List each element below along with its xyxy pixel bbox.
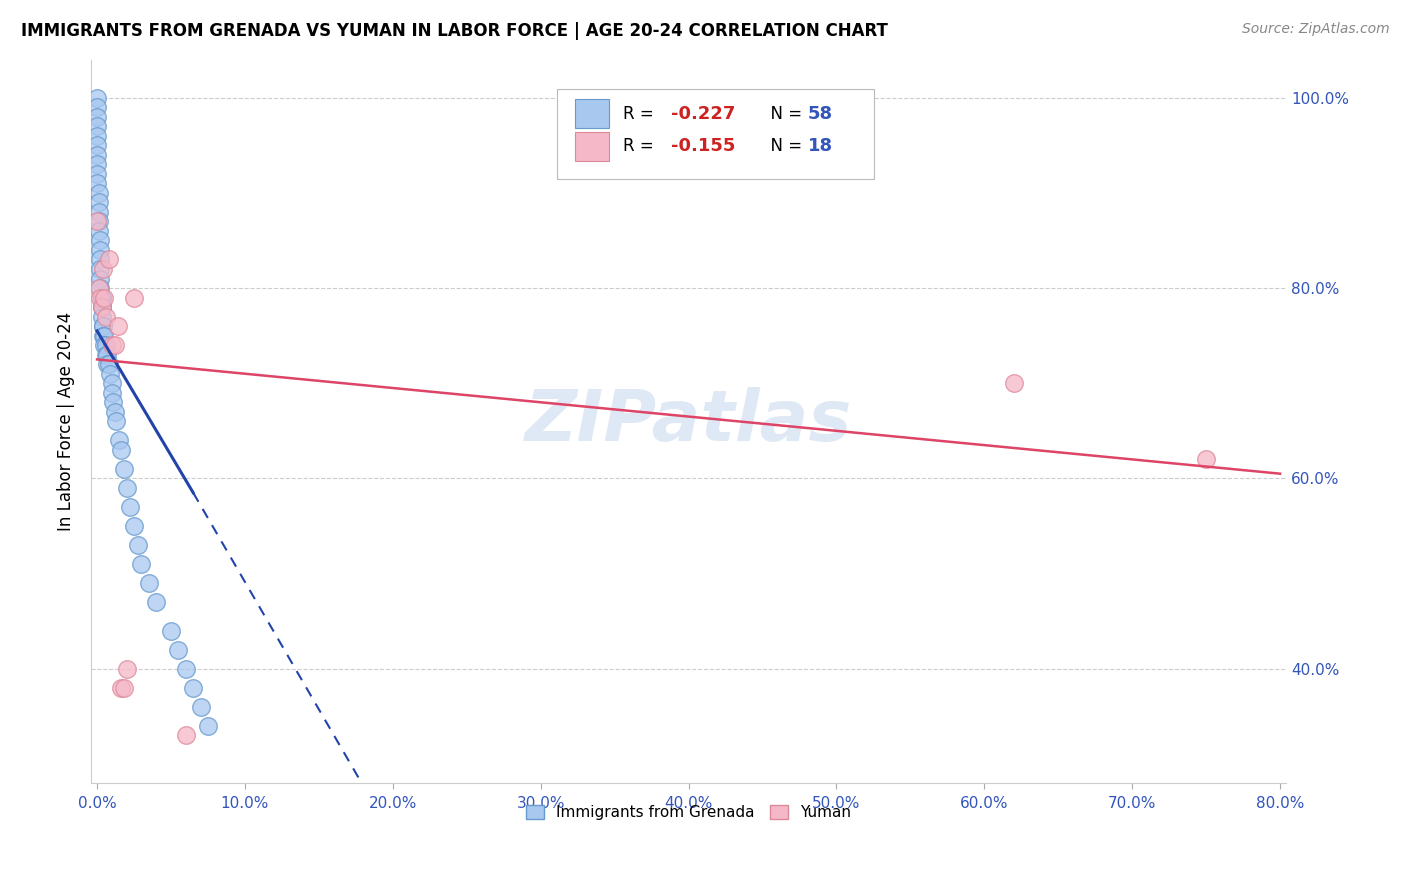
Point — [93, 291, 115, 305]
FancyBboxPatch shape — [557, 88, 873, 179]
Point — [127, 538, 149, 552]
Text: -0.155: -0.155 — [671, 137, 735, 155]
Point — [101, 376, 124, 391]
Point — [118, 500, 141, 514]
Point — [89, 234, 111, 248]
Point — [86, 177, 108, 191]
Point — [90, 300, 112, 314]
Point — [190, 699, 212, 714]
Point — [97, 357, 120, 371]
Point — [86, 214, 108, 228]
Point — [131, 557, 153, 571]
Point — [167, 642, 190, 657]
Text: 58: 58 — [808, 105, 834, 123]
Point — [160, 624, 183, 638]
Point — [103, 395, 125, 409]
Point — [115, 662, 138, 676]
Text: N =: N = — [761, 137, 807, 155]
Point — [87, 281, 110, 295]
Point — [94, 310, 117, 324]
Point — [86, 138, 108, 153]
Point — [104, 338, 127, 352]
Point — [91, 262, 114, 277]
Point — [145, 595, 167, 609]
Text: R =: R = — [623, 137, 659, 155]
Point — [89, 291, 111, 305]
Point — [93, 338, 115, 352]
Point — [87, 205, 110, 219]
Text: R =: R = — [623, 105, 659, 123]
Point — [86, 148, 108, 162]
Point — [101, 338, 124, 352]
Point — [90, 310, 112, 324]
Point — [115, 481, 138, 495]
Point — [86, 110, 108, 124]
Text: -0.227: -0.227 — [671, 105, 735, 123]
Point — [86, 91, 108, 105]
Point — [89, 243, 111, 257]
Point — [174, 662, 197, 676]
Point — [93, 328, 115, 343]
Point — [138, 576, 160, 591]
Point — [89, 281, 111, 295]
Bar — [575, 132, 609, 161]
Point — [94, 338, 117, 352]
Point — [112, 681, 135, 695]
Point — [122, 519, 145, 533]
Bar — [575, 99, 609, 128]
Point — [90, 300, 112, 314]
Y-axis label: In Labor Force | Age 20-24: In Labor Force | Age 20-24 — [58, 311, 75, 531]
Point — [181, 681, 204, 695]
Point — [110, 442, 132, 457]
Point — [87, 195, 110, 210]
Point — [110, 681, 132, 695]
Point — [86, 167, 108, 181]
Point — [96, 357, 118, 371]
Point — [87, 224, 110, 238]
Legend: Immigrants from Grenada, Yuman: Immigrants from Grenada, Yuman — [519, 798, 858, 826]
Point — [1195, 452, 1218, 467]
Point — [108, 434, 131, 448]
Point — [122, 291, 145, 305]
Point — [91, 319, 114, 334]
Point — [112, 462, 135, 476]
Point — [86, 128, 108, 143]
Point — [90, 291, 112, 305]
Point — [1002, 376, 1025, 391]
Point — [91, 328, 114, 343]
Point — [104, 405, 127, 419]
Point — [86, 157, 108, 171]
Text: ZIPatlas: ZIPatlas — [524, 387, 852, 456]
Point — [100, 367, 122, 381]
Point — [101, 385, 124, 400]
Point — [107, 319, 129, 334]
Point — [86, 120, 108, 134]
Point — [90, 300, 112, 314]
Point — [87, 214, 110, 228]
Text: Source: ZipAtlas.com: Source: ZipAtlas.com — [1241, 22, 1389, 37]
Point — [89, 262, 111, 277]
Point — [90, 291, 112, 305]
Point — [197, 719, 219, 733]
Point — [174, 728, 197, 742]
Text: N =: N = — [761, 105, 807, 123]
Point — [97, 252, 120, 267]
Point — [86, 100, 108, 114]
Point — [89, 252, 111, 267]
Point — [105, 414, 128, 428]
Point — [89, 271, 111, 285]
Point — [96, 348, 118, 362]
Text: 18: 18 — [808, 137, 834, 155]
Point — [87, 186, 110, 200]
Text: IMMIGRANTS FROM GRENADA VS YUMAN IN LABOR FORCE | AGE 20-24 CORRELATION CHART: IMMIGRANTS FROM GRENADA VS YUMAN IN LABO… — [21, 22, 889, 40]
Point — [94, 348, 117, 362]
Point — [91, 319, 114, 334]
